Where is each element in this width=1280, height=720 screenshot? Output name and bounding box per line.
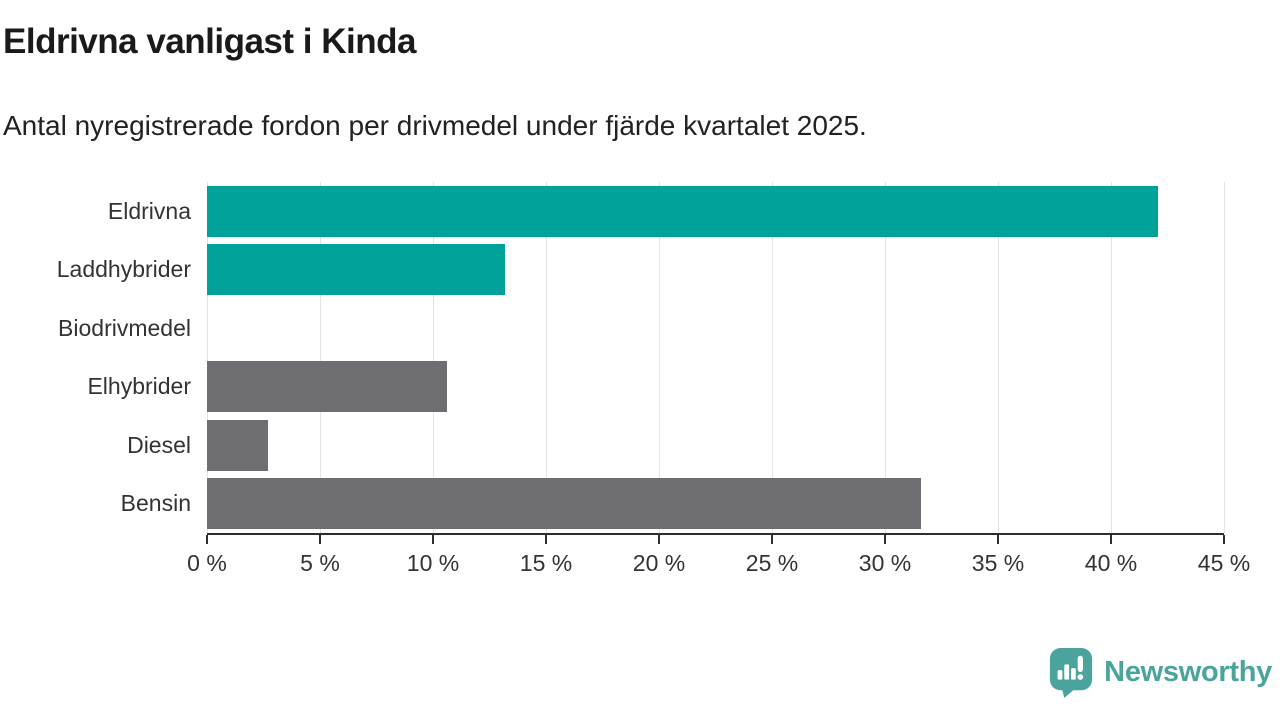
bar-elhybrider — [207, 361, 447, 413]
bar-laddhybrider — [207, 244, 506, 296]
bars-container — [207, 182, 1224, 533]
x-axis-tick — [771, 535, 773, 544]
chart-title: Eldrivna vanligast i Kinda — [3, 22, 416, 61]
x-axis-tick — [545, 535, 547, 544]
gridline — [659, 182, 660, 533]
x-axis-tick-label: 30 % — [858, 550, 912, 576]
gridline — [1111, 182, 1112, 533]
newsworthy-logo: Newsworthy — [1048, 646, 1272, 698]
x-axis-tick — [884, 535, 886, 544]
y-axis-category-label: Eldrivna — [107, 197, 191, 224]
x-axis-tick — [206, 535, 208, 544]
bar-chart: Eldrivna Laddhybrider Biodrivmedel Elhybrid… — [0, 182, 1280, 602]
x-axis-tick-label: 5 % — [300, 550, 340, 576]
x-axis-tick — [1223, 535, 1225, 544]
x-axis-tick — [1110, 535, 1112, 544]
gridline — [885, 182, 886, 533]
y-axis-category-label: Diesel — [127, 431, 191, 458]
x-axis-tick-label: 45 % — [1197, 550, 1251, 576]
x-axis-line — [207, 533, 1224, 535]
gridline — [772, 182, 773, 533]
y-axis-category-label: Bensin — [120, 490, 191, 517]
bar-row — [207, 299, 1224, 358]
y-axis-category-label: Laddhybrider — [56, 256, 191, 283]
y-axis-labels: Eldrivna Laddhybrider Biodrivmedel Elhybrid… — [0, 182, 191, 533]
x-axis-tick-label: 40 % — [1084, 550, 1138, 576]
x-axis-tick-label: 15 % — [519, 550, 573, 576]
x-axis-tick-label: 25 % — [745, 550, 799, 576]
x-axis-tick-label: 35 % — [971, 550, 1025, 576]
x-axis-tick — [432, 535, 434, 544]
x-axis-tick-label: 0 % — [187, 550, 227, 576]
gridline — [320, 182, 321, 533]
bar-row — [207, 416, 1224, 475]
x-axis-tick-label: 10 % — [406, 550, 460, 576]
x-axis-tick — [658, 535, 660, 544]
x-axis-tick — [319, 535, 321, 544]
y-axis-category-label: Elhybrider — [87, 373, 191, 400]
gridline — [1224, 182, 1225, 533]
bar-eldrivna — [207, 185, 1159, 237]
newsworthy-logo-icon — [1048, 646, 1094, 698]
bar-row — [207, 475, 1224, 534]
gridline — [546, 182, 547, 533]
bar-row — [207, 182, 1224, 241]
y-axis-category-label: Biodrivmedel — [58, 314, 191, 341]
x-axis-tick — [997, 535, 999, 544]
chart-subtitle: Antal nyregistrerade fordon per drivmede… — [3, 110, 867, 141]
x-axis-tick-label: 20 % — [632, 550, 686, 576]
gridline — [998, 182, 999, 533]
newsworthy-logo-text: Newsworthy — [1104, 655, 1272, 688]
bar-row — [207, 241, 1224, 300]
gridline — [207, 182, 208, 533]
bar-row — [207, 358, 1224, 417]
plot-area: 0 % 5 % 10 % 15 % 20 % 25 % 30 % 35 % 40 % 45 % — [187, 182, 1250, 576]
bar-bensin — [207, 478, 922, 530]
gridline — [433, 182, 434, 533]
bar-diesel — [207, 419, 269, 471]
